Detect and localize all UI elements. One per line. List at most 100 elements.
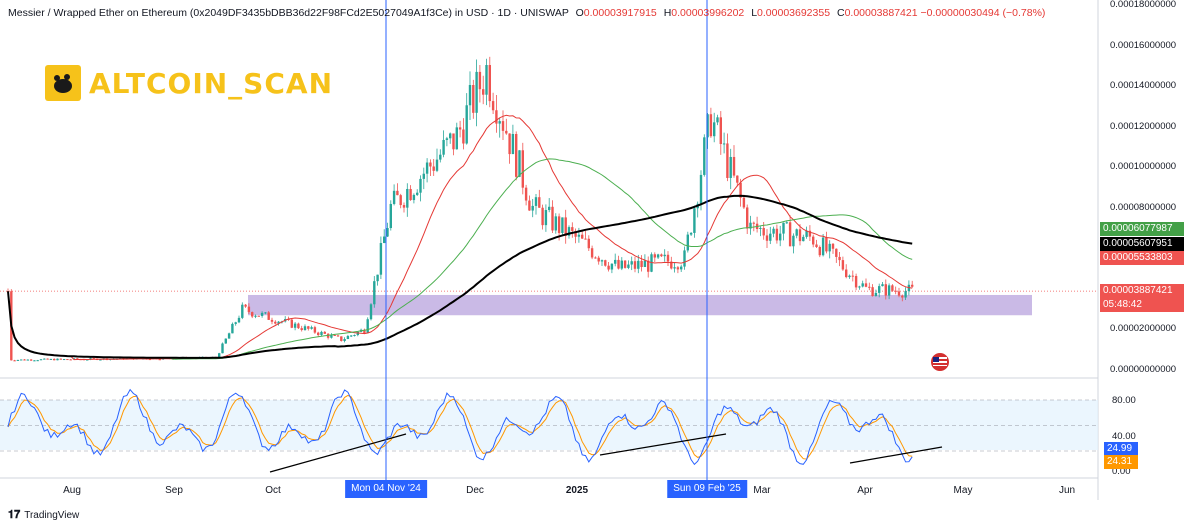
candle-body — [485, 65, 488, 95]
candle-body — [818, 246, 821, 256]
candle-body — [894, 290, 897, 292]
tradingview-footer[interactable]: 𝟏𝟕 TradingView — [8, 509, 79, 522]
candle-body — [716, 117, 719, 123]
candle-body — [234, 322, 237, 324]
osc-level-80: 80.00 — [1112, 395, 1136, 406]
candle-body — [237, 317, 241, 323]
price-tick-label: 0.00008000000 — [1110, 201, 1177, 213]
candle-body — [119, 357, 122, 359]
osc-k-line — [7, 388, 913, 466]
candle-body — [841, 260, 845, 270]
candle-body — [432, 166, 435, 171]
candle-body — [244, 304, 247, 307]
tradingview-logo-icon: 𝟏𝟕 — [8, 509, 21, 521]
candle-body — [20, 359, 23, 361]
candle-body — [508, 133, 511, 155]
candle-body — [805, 230, 808, 237]
candle-body — [802, 236, 805, 242]
candle-body — [561, 217, 564, 233]
candle-body — [864, 283, 868, 287]
candle-body — [224, 338, 227, 344]
ma-red-price-tag: 0.00005533803 — [1100, 251, 1184, 265]
candle-body — [13, 360, 16, 362]
current-price-tag: 0.00003887421 — [1100, 284, 1184, 298]
candle-body — [769, 233, 772, 241]
candle-body — [567, 227, 571, 236]
candle-body — [373, 281, 376, 305]
candle-body — [482, 89, 485, 95]
candle-body — [336, 335, 340, 337]
candle-body — [871, 287, 874, 297]
candle-body — [353, 335, 356, 337]
candle-body — [465, 105, 468, 144]
candle-body — [346, 336, 350, 340]
candle-body — [722, 143, 726, 145]
candle-body — [498, 121, 501, 124]
candle-body — [775, 228, 779, 241]
close-value: 0.00003887421 — [844, 7, 918, 19]
candle-body — [686, 234, 689, 251]
candle-body — [445, 138, 449, 140]
candle-body — [825, 237, 828, 252]
candle-body — [39, 359, 43, 361]
ma-red-line — [7, 114, 913, 361]
osc-d-line — [7, 394, 913, 460]
candle-body — [49, 358, 53, 360]
footer-brand: TradingView — [24, 510, 80, 521]
us-flag-icon[interactable] — [930, 352, 950, 372]
candle-body — [739, 182, 742, 198]
candle-body — [340, 336, 343, 341]
candle-body — [904, 291, 907, 298]
candle-body — [719, 117, 722, 145]
candle-body — [419, 178, 422, 193]
candle-body — [584, 238, 587, 240]
candle-body — [369, 304, 373, 320]
price-tick-label: 0.00010000000 — [1110, 161, 1177, 173]
candle-body — [475, 71, 478, 113]
candle-body — [330, 335, 333, 338]
candle-body — [732, 156, 736, 176]
candle-body — [389, 203, 392, 229]
candle-body — [788, 222, 792, 247]
candle-body — [590, 248, 594, 258]
candle-body — [412, 194, 416, 201]
candle-body — [683, 250, 686, 267]
candle-body — [782, 222, 785, 234]
candle-body — [297, 323, 300, 329]
candle-body — [643, 260, 647, 268]
candle-body — [241, 304, 244, 318]
candle-body — [808, 230, 812, 237]
ma-green-line — [7, 158, 913, 360]
x-label-apr: Apr — [857, 485, 873, 496]
candle-body — [33, 360, 36, 362]
candle-body — [752, 222, 755, 224]
candle-body — [409, 188, 412, 201]
candle-body — [901, 295, 904, 298]
candle-body — [884, 284, 887, 296]
price-tick-label: 0.00018000000 — [1110, 0, 1177, 10]
candle-body — [333, 335, 336, 337]
candle-body — [633, 261, 637, 269]
candle-body — [300, 328, 303, 331]
candle-body — [765, 235, 769, 241]
candle-body — [581, 234, 584, 239]
candle-body — [62, 359, 66, 361]
candle-body — [577, 234, 581, 237]
candle-body — [66, 359, 69, 361]
high-value: 0.00003996202 — [671, 7, 745, 19]
candle-body — [614, 259, 617, 264]
candle-body — [488, 65, 491, 102]
candle-body — [218, 353, 221, 358]
osc-d-tag: 24.31 — [1104, 455, 1138, 469]
vertical-line-date-badge-1[interactable]: Mon 04 Nov '24 — [345, 480, 427, 498]
candle-body — [891, 285, 894, 291]
candle-body — [528, 200, 531, 211]
vertical-line-date-badge-2[interactable]: Sun 09 Feb '25 — [667, 480, 747, 498]
candle-body — [544, 210, 548, 226]
candle-body — [703, 137, 706, 175]
candle-body — [663, 254, 666, 257]
price-tick-label: 0.00012000000 — [1110, 120, 1177, 132]
candle-body — [472, 85, 475, 113]
candle-body — [597, 257, 600, 262]
